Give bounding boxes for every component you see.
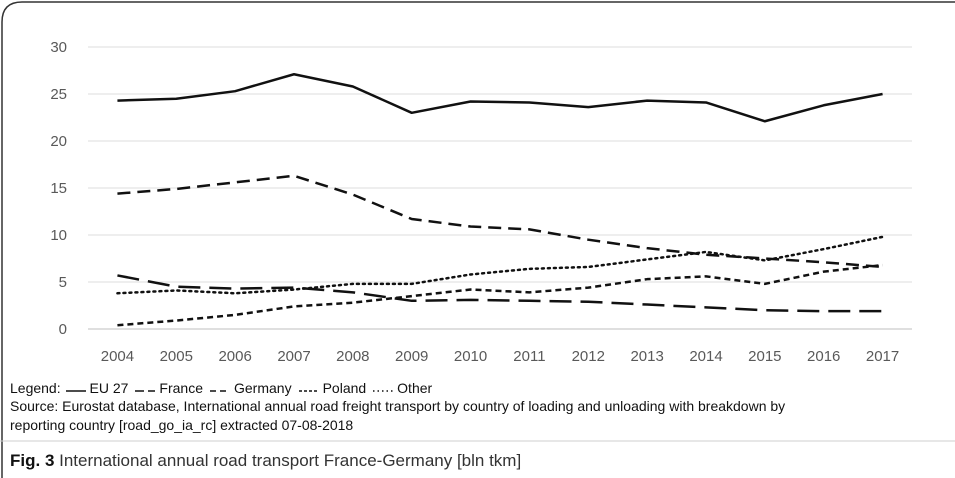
legend-item: France: [134, 380, 203, 396]
legend-swatch: [135, 390, 156, 393]
x-tick-labels: 2004 2005 2006 2007 2008 2009 2010 2011 2012 2013…: [101, 348, 900, 365]
x-tick-label: 2016: [807, 348, 840, 365]
series-line-eu-27: [117, 73, 883, 123]
source-line-1: Source: Eurostat database, International…: [10, 398, 786, 414]
gridlines: [88, 46, 912, 330]
x-tick-label: 2008: [336, 348, 369, 365]
y-tick-label: 15: [50, 180, 67, 197]
series-line-france: [117, 274, 883, 313]
legend-item: EU 27: [65, 380, 129, 396]
x-tick-label: 2006: [218, 348, 251, 365]
y-tick-label: 20: [50, 133, 67, 150]
x-tick-label: 2012: [572, 348, 605, 365]
x-tick-label: 2004: [101, 348, 134, 365]
legend: Legend: EU 27 France Germany Poland Other: [10, 380, 438, 396]
series-lines: [116, 73, 884, 327]
caption-text: International annual road transport Fran…: [54, 451, 522, 470]
x-tick-label: 2010: [454, 348, 487, 365]
figure-caption: Fig. 3 International annual road transpo…: [10, 451, 521, 471]
x-tick-label: 2013: [630, 348, 663, 365]
y-tick-label: 0: [59, 321, 67, 338]
legend-item: Poland: [298, 380, 367, 396]
legend-swatch: [298, 390, 319, 393]
legend-label: Legend:: [10, 380, 61, 396]
caption-label: Fig. 3: [10, 451, 55, 470]
legend-item-label: France: [159, 380, 203, 396]
x-tick-label: 2007: [277, 348, 310, 365]
line-chart: 0 5 10 15 20 25 30 2004 2005 2006 2007 2008 2009 201…: [50, 39, 912, 365]
y-tick-label: 25: [50, 86, 67, 103]
legend-item-label: Germany: [234, 380, 292, 396]
legend-item-label: Poland: [322, 380, 367, 396]
legend-item: Other: [372, 380, 432, 396]
y-tick-label: 5: [59, 274, 67, 291]
series-line-poland: [117, 263, 883, 327]
legend-swatch: [373, 390, 394, 393]
y-tick-label: 30: [50, 39, 67, 56]
legend-item-label: EU 27: [89, 380, 129, 396]
legend-swatch: [210, 390, 230, 393]
series-line-germany: [117, 174, 883, 269]
x-tick-label: 2014: [689, 348, 722, 365]
legend-swatch: [65, 390, 86, 393]
x-tick-label: 2017: [866, 348, 899, 365]
legend-item: Germany: [209, 380, 292, 396]
source-line-2: reporting country [road_go_ia_rc] extrac…: [10, 417, 354, 433]
x-tick-label: 2009: [395, 348, 428, 365]
x-tick-label: 2011: [513, 348, 545, 365]
series-line-other: [116, 235, 884, 295]
legend-item-label: Other: [397, 380, 433, 396]
x-tick-label: 2005: [160, 348, 193, 365]
y-tick-labels: 0 5 10 15 20 25 30: [50, 39, 67, 338]
x-tick-label: 2015: [748, 348, 781, 365]
y-tick-label: 10: [50, 227, 67, 244]
